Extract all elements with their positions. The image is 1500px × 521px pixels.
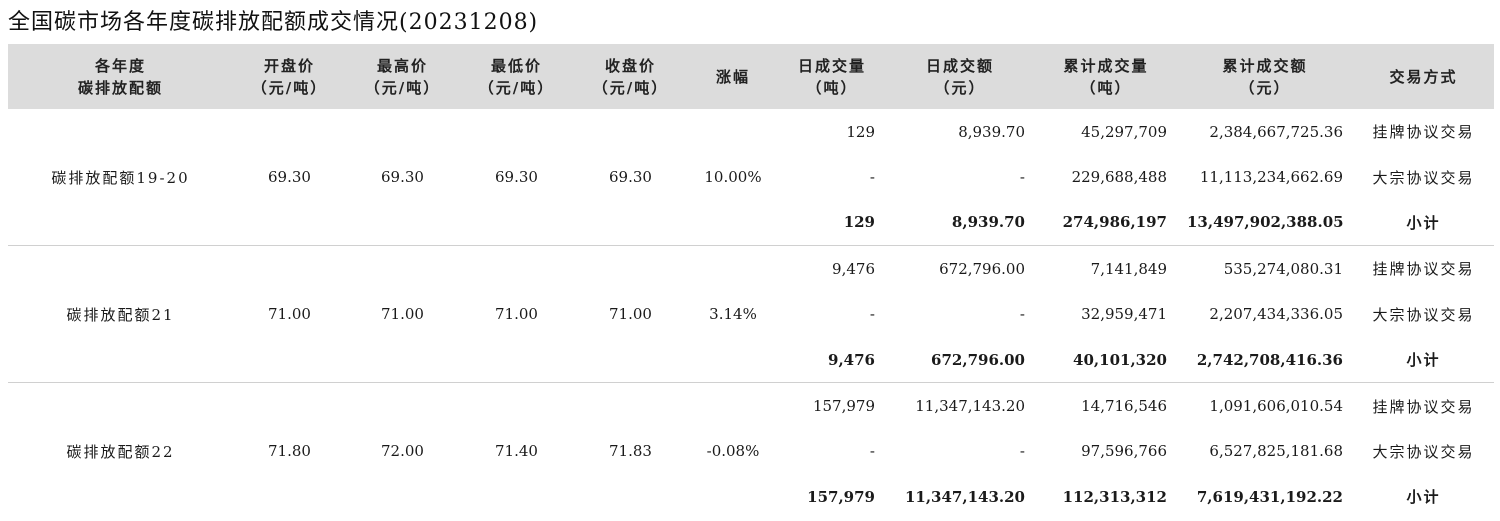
cum-amount: 7,619,431,192.22 [1196, 487, 1343, 506]
col-header-allowance: 各年度 碳排放配额 [8, 44, 233, 109]
daily-volume: 129 [846, 122, 875, 141]
col-header-high: 最高价 （元/吨） [346, 44, 459, 109]
daily-amount: - [1019, 442, 1025, 461]
cum-amount: 1,091,606,010.54 [1209, 397, 1343, 416]
allowance-name: 碳排放配额19-20 [8, 109, 233, 247]
daily-amount: 8,939.70 [885, 199, 1035, 247]
page-title: 全国碳市场各年度碳排放配额成交情况(20231208) [8, 10, 539, 35]
table-row: 碳排放配额21 71.00 71.00 71.00 71.00 3.14% 9,… [8, 245, 1494, 384]
high-price: 72.00 [381, 442, 424, 461]
col-header-open: 开盘价 （元/吨） [233, 44, 346, 109]
table-row: - - 32,959,471 2,207,434,336.05 大宗协议交易 [8, 292, 1494, 337]
daily-amount: - [1019, 168, 1025, 187]
trade-type: 大宗协议交易 [1372, 442, 1475, 461]
daily-amount: 11,347,143.20 [904, 487, 1025, 506]
trade-type: 小计 [1353, 336, 1494, 384]
cum-volume: 97,596,766 [1081, 442, 1167, 461]
daily-volume: 157,979 [807, 487, 875, 506]
subtotal-row: 129 8,939.70 274,986,197 13,497,902,388.… [8, 199, 1494, 247]
col-header-cum-volume: 累计成交量 （吨） [1035, 44, 1177, 109]
cum-volume: 14,716,546 [1081, 397, 1167, 416]
daily-volume: - [869, 168, 875, 187]
cum-amount: 535,274,080.31 [1223, 259, 1343, 278]
cum-amount: 2,742,708,416.36 [1177, 336, 1353, 384]
trade-type: 大宗协议交易 [1372, 168, 1475, 187]
cum-amount: 6,527,825,181.68 [1209, 442, 1343, 461]
high-price: 69.30 [346, 109, 459, 247]
daily-volume: 129 [779, 199, 885, 247]
daily-amount: - [1019, 305, 1025, 324]
col-header-cum-amount: 累计成交额 （元） [1177, 44, 1353, 109]
daily-volume: 9,476 [832, 259, 875, 278]
open-price: 71.80 [268, 442, 311, 461]
trade-type: 小计 [1353, 199, 1494, 247]
col-header-trade-type: 交易方式 [1353, 44, 1494, 109]
high-price: 71.00 [346, 245, 459, 384]
low-price: 69.30 [459, 109, 574, 247]
daily-volume: 9,476 [779, 336, 885, 384]
change-pct: 3.14% [687, 245, 779, 384]
daily-amount: 8,939.70 [958, 122, 1025, 141]
low-price: 71.40 [495, 442, 538, 461]
close-price: 71.00 [574, 245, 687, 384]
cum-volume: 32,959,471 [1081, 305, 1167, 324]
allowance-name: 碳排放配额21 [8, 245, 233, 384]
cum-volume: 7,141,849 [1090, 259, 1167, 278]
cum-volume: 45,297,709 [1081, 122, 1167, 141]
trade-type: 小计 [1406, 488, 1441, 507]
change-pct: 10.00% [687, 109, 779, 247]
allowance-name: 碳排放配额22 [66, 442, 175, 461]
cum-volume: 229,688,488 [1071, 168, 1167, 187]
daily-amount: 672,796.00 [885, 336, 1035, 384]
open-price: 69.30 [233, 109, 346, 247]
header-row: 各年度 碳排放配额 开盘价 （元/吨） 最高价 （元/吨） 最低价 （元/吨） 收盘价（… [8, 44, 1494, 109]
daily-volume: - [869, 442, 875, 461]
daily-volume: 157,979 [812, 397, 875, 416]
subtotal-row: 157,979 11,347,143.20 112,313,312 7,619,… [8, 474, 1494, 519]
carbon-trading-table: 各年度 碳排放配额 开盘价 （元/吨） 最高价 （元/吨） 最低价 （元/吨） 收盘价（… [8, 44, 1494, 520]
col-header-change: 涨幅 [687, 44, 779, 109]
col-header-daily-amount: 日成交额 （元） [885, 44, 1035, 109]
cum-amount: 11,113,234,662.69 [1199, 168, 1343, 187]
low-price: 71.00 [459, 245, 574, 384]
table-row: - - 97,596,766 6,527,825,181.68 大宗协议交易 [8, 429, 1494, 474]
col-header-daily-volume: 日成交量 （吨） [779, 44, 885, 109]
daily-volume: - [869, 305, 875, 324]
cum-volume: 40,101,320 [1035, 336, 1177, 384]
table-row: - - 229,688,488 11,113,234,662.69 大宗协议交易 [8, 154, 1494, 199]
close-price: 71.83 [609, 442, 652, 461]
cum-volume: 112,313,312 [1062, 487, 1167, 506]
change-pct: -0.08% [706, 442, 760, 461]
subtotal-row: 9,476 672,796.00 40,101,320 2,742,708,41… [8, 336, 1494, 384]
cum-volume: 274,986,197 [1035, 199, 1177, 247]
col-header-close: 收盘价 （元/吨） [574, 44, 687, 109]
col-header-low: 最低价 （元/吨） [459, 44, 574, 109]
trade-type: 大宗协议交易 [1372, 305, 1475, 324]
table-row: 碳排放配额22 71.80 72.00 71.40 71.83 -0.08% 1… [8, 383, 1494, 461]
close-price: 69.30 [574, 109, 687, 247]
trade-type: 挂牌协议交易 [1372, 260, 1475, 279]
daily-amount: 11,347,143.20 [915, 397, 1025, 416]
cum-amount: 13,497,902,388.05 [1177, 199, 1353, 247]
table-row: 碳排放配额19-20 69.30 69.30 69.30 69.30 10.00… [8, 109, 1494, 247]
trade-type: 挂牌协议交易 [1372, 123, 1475, 142]
cum-amount: 2,207,434,336.05 [1209, 305, 1343, 324]
trade-type: 挂牌协议交易 [1372, 397, 1475, 416]
daily-amount: 672,796.00 [939, 259, 1025, 278]
cum-amount: 2,384,667,725.36 [1209, 122, 1343, 141]
open-price: 71.00 [233, 245, 346, 384]
